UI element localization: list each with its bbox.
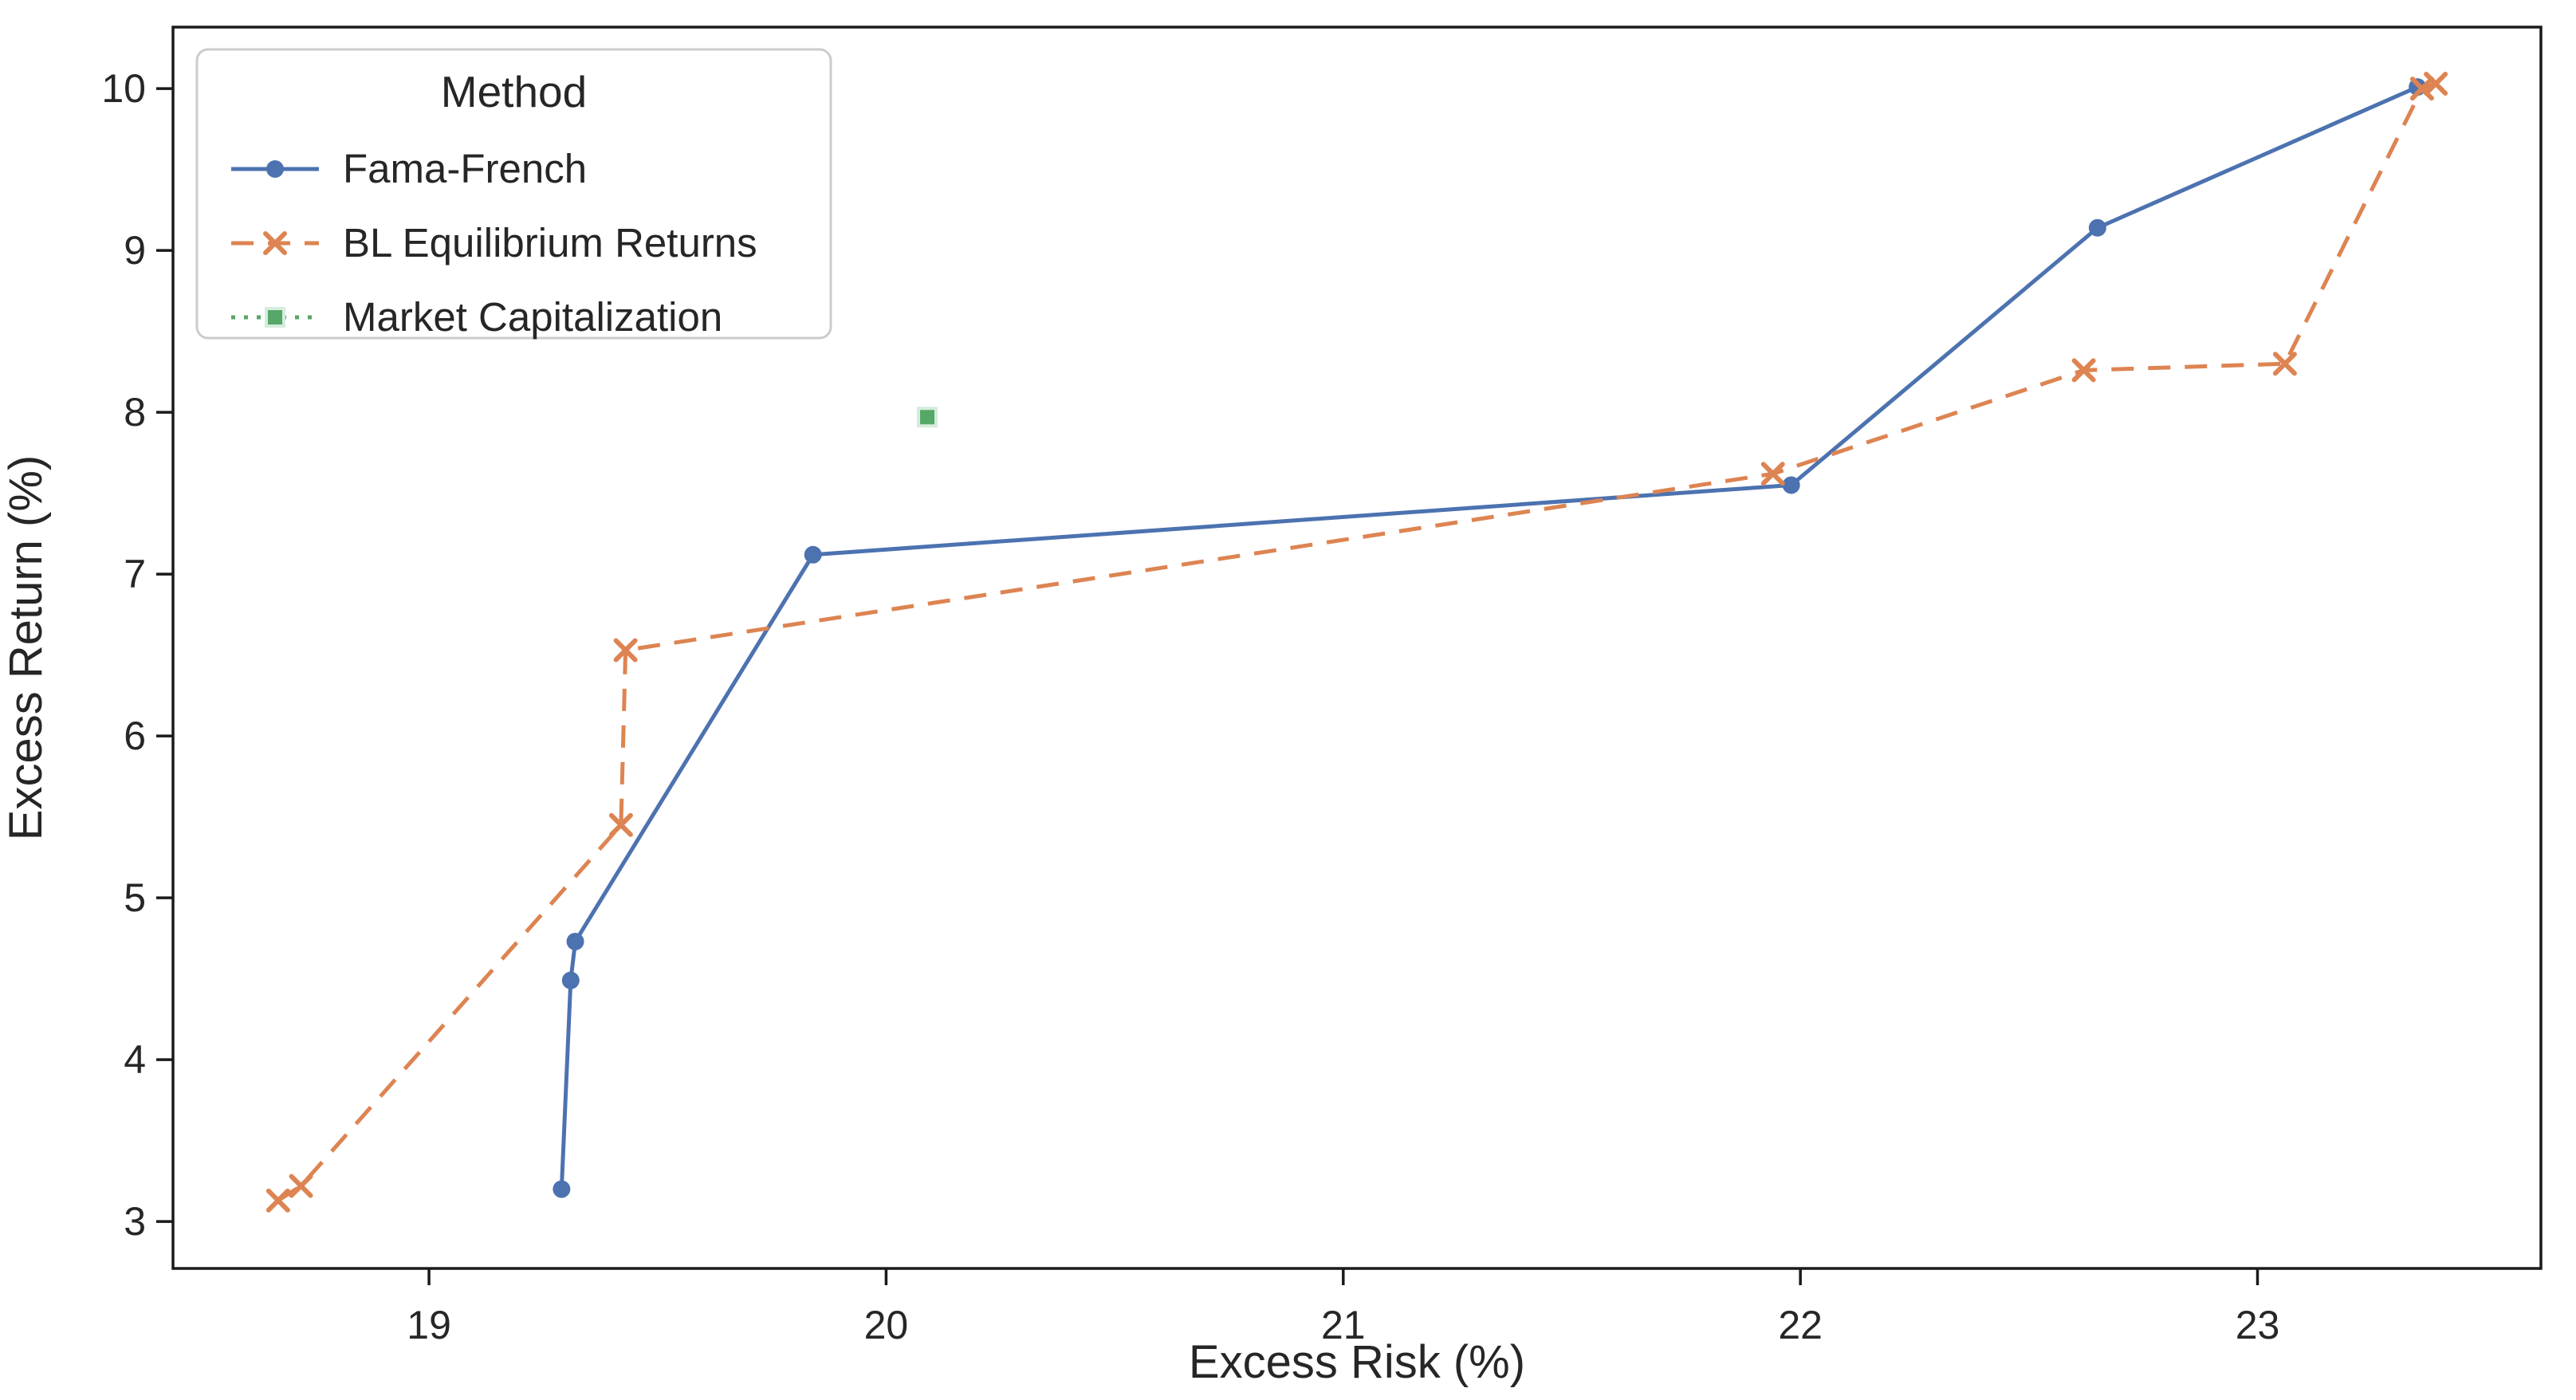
y-tick-label: 10 [101,66,146,111]
y-tick-label: 6 [124,714,146,758]
y-axis-title: Excess Return (%) [0,455,52,840]
y-tick-label: 5 [124,875,146,920]
x-tick-label: 23 [2236,1303,2280,1347]
circle-marker [561,971,580,989]
legend-item-label: Fama-French [343,146,587,191]
square-marker [917,407,938,428]
x-marker [2272,352,2297,376]
x-marker [608,812,633,837]
x-tick-label: 20 [864,1303,909,1347]
circle-marker [566,932,584,950]
x-marker [263,231,287,255]
x-marker [2409,77,2434,101]
x-axis: 19 20 21 22 23 [407,1268,2279,1347]
x-marker [2424,72,2448,96]
circle-marker [553,1180,571,1198]
y-tick-label: 3 [124,1199,146,1244]
circle-marker [1782,476,1800,494]
x-axis-title: Excess Risk (%) [1189,1336,1525,1388]
x-marker [613,638,638,663]
y-tick-label: 9 [124,228,146,273]
x-marker [1760,462,1785,486]
legend-title: Method [441,67,587,116]
square-marker [265,307,285,328]
series-bl-equilibrium-returns [265,72,2448,1213]
x-tick-label: 22 [1778,1303,1823,1347]
y-tick-label: 7 [124,552,146,596]
legend-item: Fama-French [231,146,587,191]
y-tick-label: 4 [124,1037,146,1082]
y-axis: 3 4 5 6 7 8 9 10 [101,66,173,1244]
legend: Method Fama-French BL Equilibrium Returns M… [195,48,832,340]
x-tick-label: 19 [407,1303,451,1347]
y-tick-label: 8 [124,390,146,435]
circle-marker [2088,218,2106,237]
legend-item: BL Equilibrium Returns [231,220,757,265]
legend-frame [195,48,832,340]
legend-item-label: Market Capitalization [343,294,722,340]
legend-item-label: BL Equilibrium Returns [343,220,757,265]
x-tick-label: 21 [1321,1303,1366,1347]
circle-marker [266,160,284,178]
circle-marker [804,545,822,564]
series-market-capitalization [917,407,938,428]
x-marker [265,1188,290,1213]
series-fama-french [553,78,2427,1198]
x-marker [2071,358,2096,383]
legend-item: Market Capitalization [231,294,722,340]
x-marker [289,1174,313,1198]
